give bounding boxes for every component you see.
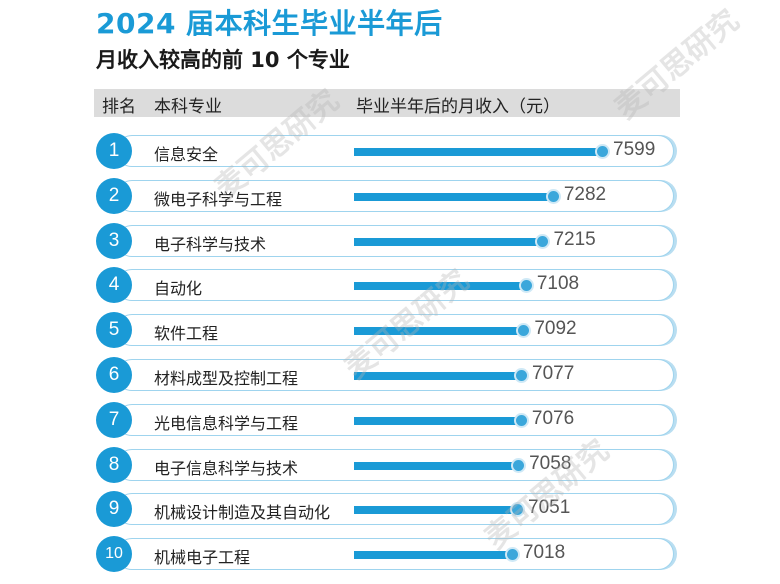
category-label: 信息安全 (154, 145, 219, 164)
bar-end-dot (537, 235, 549, 247)
bar (354, 506, 517, 515)
data-label: 7018 (522, 542, 566, 564)
table-row: 8 电子信息科学与技术 7058 (96, 446, 686, 483)
data-label: 7076 (531, 407, 575, 429)
header-income: 毕业半年后的月收入（元） (356, 97, 560, 117)
category-label: 机械设计制造及其自动化 (154, 503, 331, 523)
table-row: 2 微电子科学与工程 7282 (96, 177, 686, 214)
table-row: 10 机械电子工程 7018 (96, 536, 686, 573)
rank-badge: 10 (96, 536, 132, 573)
data-label: 7282 (563, 183, 607, 205)
data-label: 7051 (528, 497, 571, 519)
category-label: 自动化 (154, 279, 203, 299)
bar-end-dot (516, 370, 528, 381)
chart-title: 2024 届本科生毕业半年后 (96, 7, 443, 40)
bar-end-dot (597, 146, 608, 157)
bar (354, 192, 553, 201)
header-major: 本科专业 (154, 97, 222, 117)
bar (354, 416, 521, 425)
bar (354, 148, 602, 156)
table-row: 4 自动化 7108 (96, 267, 686, 304)
bar-end-dot (515, 414, 527, 426)
rank-badge: 6 (96, 357, 132, 393)
table-row: 5 软件工程 7092 (96, 312, 686, 349)
bar-end-dot (520, 280, 532, 292)
table-row: 9 机械设计制造及其自动化 7051 (96, 491, 686, 528)
rank-badge: 4 (96, 267, 132, 304)
bar-end-dot (506, 549, 518, 561)
bar (354, 282, 526, 291)
rank-badge: 2 (96, 177, 132, 214)
data-label: 7058 (529, 452, 572, 474)
rank-badge: 3 (96, 222, 132, 259)
data-label: 7599 (613, 139, 656, 160)
data-label: 7108 (536, 273, 580, 295)
bar (354, 461, 519, 470)
chart-subtitle: 月收入较高的前 10 个专业 (96, 48, 350, 72)
category-label: 材料成型及控制工程 (154, 369, 299, 388)
bar (354, 327, 524, 336)
table-row: 3 电子科学与技术 7215 (96, 222, 686, 259)
table-row: 1 信息安全 7599 (96, 133, 686, 169)
bar (354, 372, 522, 380)
bar (354, 237, 543, 246)
rank-badge: 5 (96, 312, 132, 349)
category-label: 电子信息科学与技术 (154, 458, 299, 478)
category-label: 电子科学与技术 (154, 234, 267, 254)
rank-badge: 7 (96, 401, 132, 438)
table-header: 排名 本科专业 毕业半年后的月收入（元） (94, 89, 680, 117)
bar-end-dot (518, 325, 530, 337)
table-row: 6 材料成型及控制工程 7077 (96, 357, 686, 393)
bar-end-dot (513, 459, 525, 471)
category-label: 微电子科学与工程 (154, 189, 283, 209)
data-label: 7077 (532, 363, 575, 384)
category-label: 软件工程 (154, 324, 219, 344)
table-row: 7 光电信息科学与工程 7076 (96, 401, 686, 438)
category-label: 机械电子工程 (154, 548, 251, 568)
bar (354, 551, 512, 560)
data-label: 7092 (534, 318, 577, 340)
category-label: 光电信息科学与工程 (154, 413, 299, 433)
bar-end-dot (547, 190, 559, 202)
rank-badge: 8 (96, 446, 132, 483)
header-rank: 排名 (102, 97, 136, 117)
bar-end-dot (512, 504, 523, 516)
row-pill (116, 538, 674, 571)
rank-badge: 1 (96, 133, 132, 169)
rank-badge: 9 (96, 491, 132, 528)
data-label: 7215 (553, 228, 596, 250)
